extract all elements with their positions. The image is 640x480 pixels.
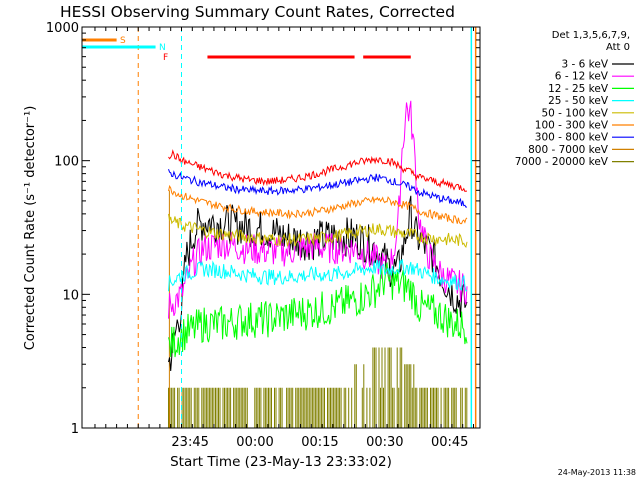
plot-area: S NF: [81, 26, 481, 429]
series-line-red: [168, 149, 467, 193]
legend-label: 25 - 50 keV: [548, 95, 609, 107]
chart-title: HESSI Observing Summary Count Rates, Cor…: [60, 3, 455, 21]
x-tick-label: 00:30: [366, 435, 403, 450]
series-line-high-energy: [168, 347, 468, 428]
x-tick-label: 00:15: [301, 435, 338, 450]
y-axis: 1 10 100 1000: [46, 21, 480, 437]
plot-frame: [81, 26, 481, 429]
y-tick-label: 1: [71, 422, 79, 437]
legend-label: 6 - 12 keV: [555, 71, 609, 83]
legend-label: 50 - 100 keV: [541, 107, 608, 119]
legend-label: 3 - 6 keV: [561, 59, 608, 71]
y-tick-label: 1000: [46, 21, 79, 36]
series-line-5: [168, 184, 468, 225]
x-axis: 23:45 00:00 00:15 00:30 00:45: [94, 27, 475, 450]
legend-header: Det 1,3,5,6,7,9,: [552, 30, 630, 41]
flag-label-N: N: [159, 43, 166, 53]
y-tick-label: 100: [54, 155, 79, 170]
x-tick-label: 00:45: [431, 435, 468, 450]
series-line-2: [168, 262, 468, 358]
legend-header: Att 0: [606, 42, 630, 53]
legend-label: 300 - 800 keV: [535, 132, 609, 144]
legend-label: 12 - 25 keV: [548, 83, 609, 95]
legend-label: 7000 - 20000 keV: [515, 156, 609, 168]
y-tick-label: 10: [62, 288, 79, 303]
flag-label-S: S: [120, 36, 126, 46]
legend-label: 800 - 7000 keV: [528, 144, 609, 156]
legend-label: 100 - 300 keV: [535, 120, 609, 132]
series-line-6: [168, 169, 468, 208]
x-tick-label: 23:45: [171, 435, 208, 450]
series-line-0: [168, 195, 468, 372]
series-line-4: [168, 213, 468, 249]
series-line-3: [168, 259, 468, 292]
x-axis-label: Start Time (23-May-13 23:33:02): [170, 454, 392, 470]
series-line-1: [168, 100, 468, 319]
flag-label-F: F: [163, 53, 168, 63]
footer-date: 24-May-2013 11:38: [558, 468, 636, 477]
y-axis-label: Corrected Count Rate (s⁻¹ detector⁻¹): [23, 106, 38, 351]
x-tick-label: 00:00: [236, 435, 273, 450]
